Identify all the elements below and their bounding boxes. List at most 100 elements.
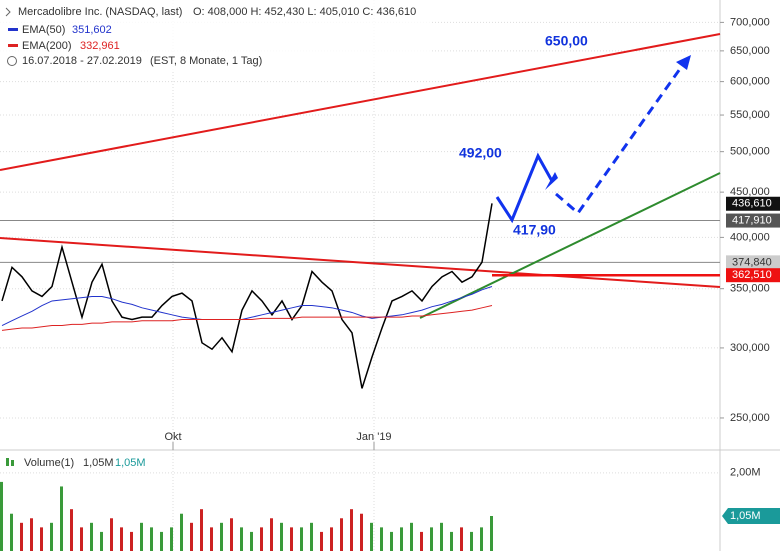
icon bbox=[6, 458, 9, 466]
volume-bar bbox=[240, 527, 243, 551]
legend-label: EMA(200) bbox=[22, 40, 72, 52]
x-tick-label: Jan '19 bbox=[356, 431, 391, 443]
y-tick-label: 350,000 bbox=[730, 283, 770, 295]
volume-value: 1,05M bbox=[83, 457, 114, 469]
price-label-box bbox=[726, 196, 780, 211]
series-line bbox=[1, 305, 493, 331]
volume-bar bbox=[390, 531, 393, 551]
volume-bar bbox=[90, 522, 93, 551]
volume-bar bbox=[150, 527, 153, 551]
volume-bar bbox=[440, 522, 443, 551]
volume-bar bbox=[190, 522, 193, 551]
price-label-box bbox=[726, 268, 780, 283]
volume-name: Volume(1) bbox=[24, 457, 74, 469]
volume-bar bbox=[20, 522, 23, 551]
volume-bar bbox=[60, 486, 63, 551]
volume-bar bbox=[70, 509, 73, 551]
volume-bar bbox=[320, 531, 323, 551]
volume-bar bbox=[470, 531, 473, 551]
volume-bar bbox=[330, 527, 333, 551]
price-label-box bbox=[726, 255, 780, 270]
annotation: 492,00 bbox=[459, 145, 502, 161]
legend-swatch bbox=[8, 28, 18, 31]
volume-value: 1,05M bbox=[115, 457, 146, 469]
projection bbox=[495, 152, 554, 224]
legend-swatch bbox=[8, 44, 18, 47]
title: Mercadolibre Inc. (NASDAQ, last) bbox=[18, 6, 182, 18]
y-tick-label: 300,000 bbox=[730, 342, 770, 354]
price-label-box bbox=[726, 213, 780, 228]
volume-bar bbox=[280, 522, 283, 551]
volume-bar bbox=[0, 481, 3, 551]
icon bbox=[11, 460, 14, 466]
volume-bar bbox=[340, 518, 343, 551]
arrow-head bbox=[545, 172, 558, 190]
y-tick-label: 250,000 bbox=[730, 412, 770, 424]
period: 16.07.2018 - 27.02.2019 bbox=[22, 55, 142, 67]
series-line bbox=[1, 286, 493, 326]
volume-bar bbox=[180, 513, 183, 551]
y-tick-label: 550,000 bbox=[730, 109, 770, 121]
volume-bar bbox=[300, 527, 303, 551]
volume-bar bbox=[270, 518, 273, 551]
volume-bar bbox=[380, 527, 383, 551]
volume-bar bbox=[400, 527, 403, 551]
volume-bar bbox=[130, 531, 133, 551]
volume-bar bbox=[160, 531, 163, 551]
volume-bar bbox=[100, 531, 103, 551]
legend-label: EMA(50) bbox=[22, 24, 65, 36]
volume-bar bbox=[80, 527, 83, 551]
volume-bar bbox=[210, 527, 213, 551]
volume-bar bbox=[490, 516, 493, 551]
annotation: 417,90 bbox=[513, 222, 556, 238]
period-note: (EST, 8 Monate, 1 Tag) bbox=[150, 55, 262, 67]
y-tick-label: 2,00M bbox=[730, 467, 761, 479]
volume-bar bbox=[350, 509, 353, 551]
y-tick-label: 400,000 bbox=[730, 231, 770, 243]
price-label: 436,610 bbox=[732, 198, 772, 210]
volume-bar bbox=[110, 518, 113, 551]
volume-bar bbox=[40, 527, 43, 551]
icon bbox=[5, 7, 11, 17]
volume-bar bbox=[220, 522, 223, 551]
x-tick-label: Okt bbox=[164, 431, 181, 443]
volume-bar bbox=[50, 522, 53, 551]
y-tick-label: 700,000 bbox=[730, 16, 770, 28]
volume-label: 1,05M bbox=[730, 510, 761, 522]
volume-bar bbox=[460, 527, 463, 551]
y-tick-label: 650,000 bbox=[730, 45, 770, 57]
price-label: 374,840 bbox=[732, 256, 772, 268]
volume-bar bbox=[170, 527, 173, 551]
series bbox=[1, 203, 720, 389]
volume-label-box bbox=[722, 508, 780, 524]
volume-bar bbox=[410, 522, 413, 551]
clock-icon bbox=[7, 56, 17, 66]
volume-bar bbox=[290, 527, 293, 551]
volume-bar bbox=[10, 513, 13, 551]
trend-line bbox=[419, 172, 721, 319]
volume-bar bbox=[420, 531, 423, 551]
price-label: 362,510 bbox=[732, 269, 772, 281]
volume-bar bbox=[260, 527, 263, 551]
volume-bar bbox=[360, 513, 363, 551]
trend-line bbox=[0, 237, 721, 288]
legend-value: 332,961 bbox=[80, 40, 120, 52]
volume-bar bbox=[370, 522, 373, 551]
volume-bar bbox=[450, 531, 453, 551]
volume-bar bbox=[200, 509, 203, 551]
legend-bg bbox=[0, 0, 430, 70]
volume-bar bbox=[30, 518, 33, 551]
volume-bar bbox=[310, 522, 313, 551]
y-tick-label: 450,000 bbox=[730, 186, 770, 198]
volume-bar bbox=[250, 531, 253, 551]
ohlc: O: 408,000 H: 452,430 L: 405,010 C: 436,… bbox=[193, 6, 416, 18]
volume-bar bbox=[480, 527, 483, 551]
trend-line bbox=[0, 33, 721, 171]
legend-value: 351,602 bbox=[72, 24, 112, 36]
volume-bar bbox=[140, 522, 143, 551]
volume-bar bbox=[430, 527, 433, 551]
annotation: 650,00 bbox=[545, 33, 588, 49]
y-tick-label: 600,000 bbox=[730, 76, 770, 88]
price-label: 417,910 bbox=[732, 214, 772, 226]
